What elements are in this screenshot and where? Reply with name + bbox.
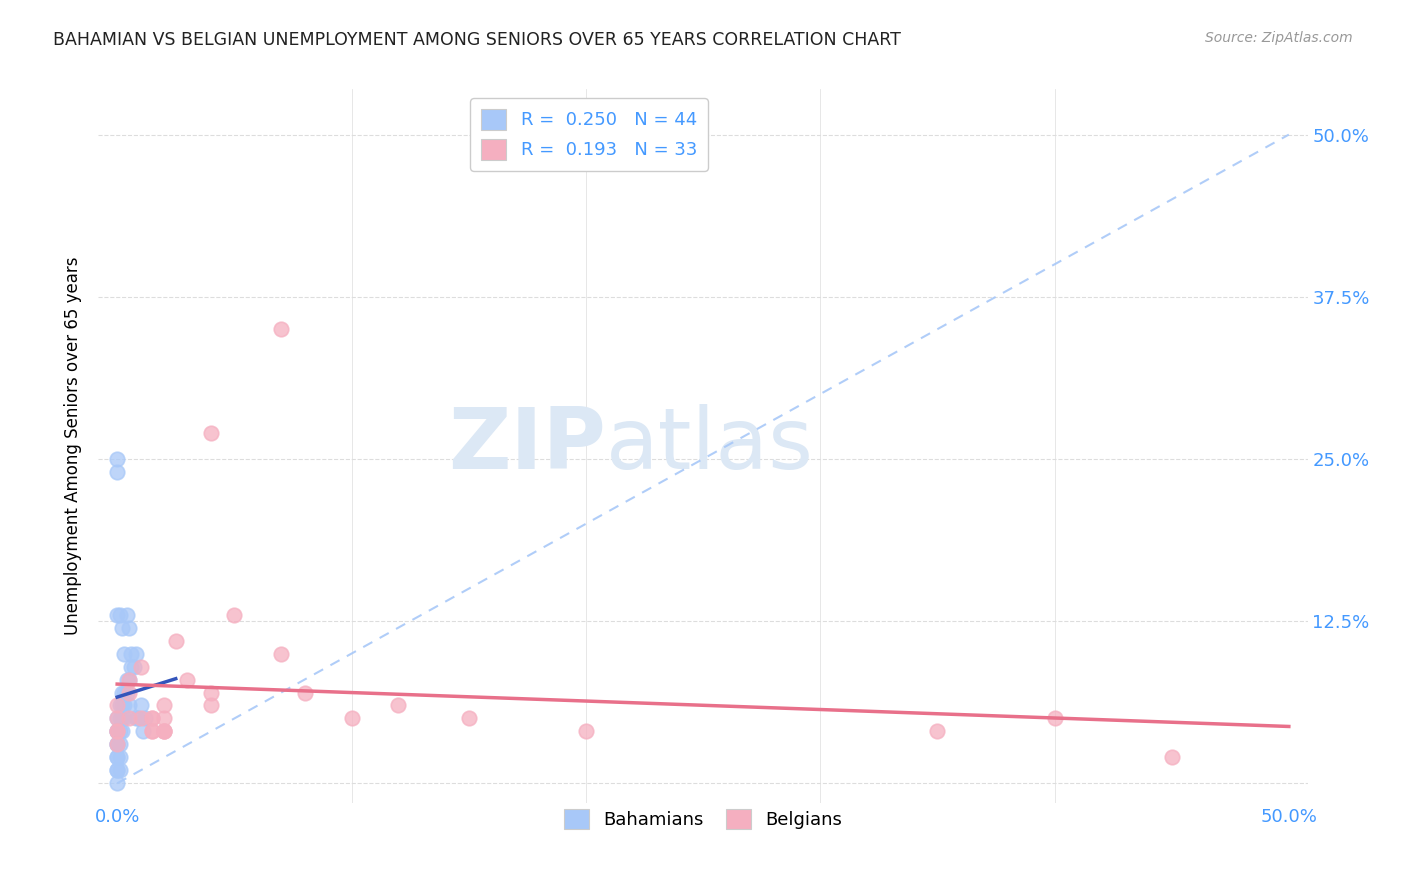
Point <box>105 465 128 479</box>
Point <box>105 724 128 739</box>
Point <box>224 607 246 622</box>
Point <box>153 724 176 739</box>
Point <box>122 659 145 673</box>
Point <box>1160 750 1182 764</box>
Point <box>108 738 131 752</box>
Point <box>200 698 222 713</box>
Point <box>200 685 222 699</box>
Y-axis label: Unemployment Among Seniors over 65 years: Unemployment Among Seniors over 65 years <box>65 257 83 635</box>
Text: Source: ZipAtlas.com: Source: ZipAtlas.com <box>1205 31 1353 45</box>
Point <box>105 724 128 739</box>
Point <box>118 673 141 687</box>
Legend: Bahamians, Belgians: Bahamians, Belgians <box>557 801 849 837</box>
Point <box>111 685 134 699</box>
Point <box>108 764 131 778</box>
Point <box>108 711 131 725</box>
Point <box>115 607 138 622</box>
Point <box>111 621 134 635</box>
Point <box>176 673 198 687</box>
Point <box>457 711 479 725</box>
Point <box>132 724 155 739</box>
Point <box>108 607 131 622</box>
Point <box>105 750 128 764</box>
Point <box>105 711 128 725</box>
Point <box>129 711 152 725</box>
Point <box>153 724 176 739</box>
Point <box>387 698 409 713</box>
Point <box>108 724 131 739</box>
Point <box>105 711 128 725</box>
Point <box>112 647 135 661</box>
Point <box>165 633 187 648</box>
Point <box>111 698 134 713</box>
Text: ZIP: ZIP <box>449 404 606 488</box>
Point <box>141 711 163 725</box>
Point <box>141 711 163 725</box>
Point <box>111 711 134 725</box>
Point <box>200 425 222 440</box>
Point <box>927 724 949 739</box>
Point <box>153 711 176 725</box>
Point <box>112 711 135 725</box>
Point <box>105 452 128 467</box>
Point <box>340 711 363 725</box>
Point <box>270 647 292 661</box>
Point <box>115 685 138 699</box>
Point <box>105 698 128 713</box>
Point <box>1043 711 1066 725</box>
Point <box>105 776 128 790</box>
Point <box>118 698 141 713</box>
Point <box>125 647 148 661</box>
Point <box>129 659 152 673</box>
Point <box>111 724 134 739</box>
Point <box>141 724 163 739</box>
Point <box>153 724 176 739</box>
Point <box>112 685 135 699</box>
Text: atlas: atlas <box>606 404 814 488</box>
Point <box>294 685 316 699</box>
Point <box>125 711 148 725</box>
Point <box>115 673 138 687</box>
Point <box>105 724 128 739</box>
Point <box>575 724 598 739</box>
Point <box>105 738 128 752</box>
Point <box>105 750 128 764</box>
Point <box>127 711 149 725</box>
Point <box>118 685 141 699</box>
Point <box>108 750 131 764</box>
Point <box>118 621 141 635</box>
Point <box>120 659 142 673</box>
Point <box>141 724 163 739</box>
Point <box>112 698 135 713</box>
Point <box>153 698 176 713</box>
Text: BAHAMIAN VS BELGIAN UNEMPLOYMENT AMONG SENIORS OVER 65 YEARS CORRELATION CHART: BAHAMIAN VS BELGIAN UNEMPLOYMENT AMONG S… <box>53 31 901 49</box>
Point <box>129 698 152 713</box>
Point <box>105 724 128 739</box>
Point <box>105 607 128 622</box>
Point <box>270 322 292 336</box>
Point <box>134 711 156 725</box>
Point <box>120 647 142 661</box>
Point <box>118 711 141 725</box>
Point <box>105 764 128 778</box>
Point <box>105 764 128 778</box>
Point <box>108 698 131 713</box>
Point <box>105 738 128 752</box>
Point <box>118 673 141 687</box>
Point <box>105 738 128 752</box>
